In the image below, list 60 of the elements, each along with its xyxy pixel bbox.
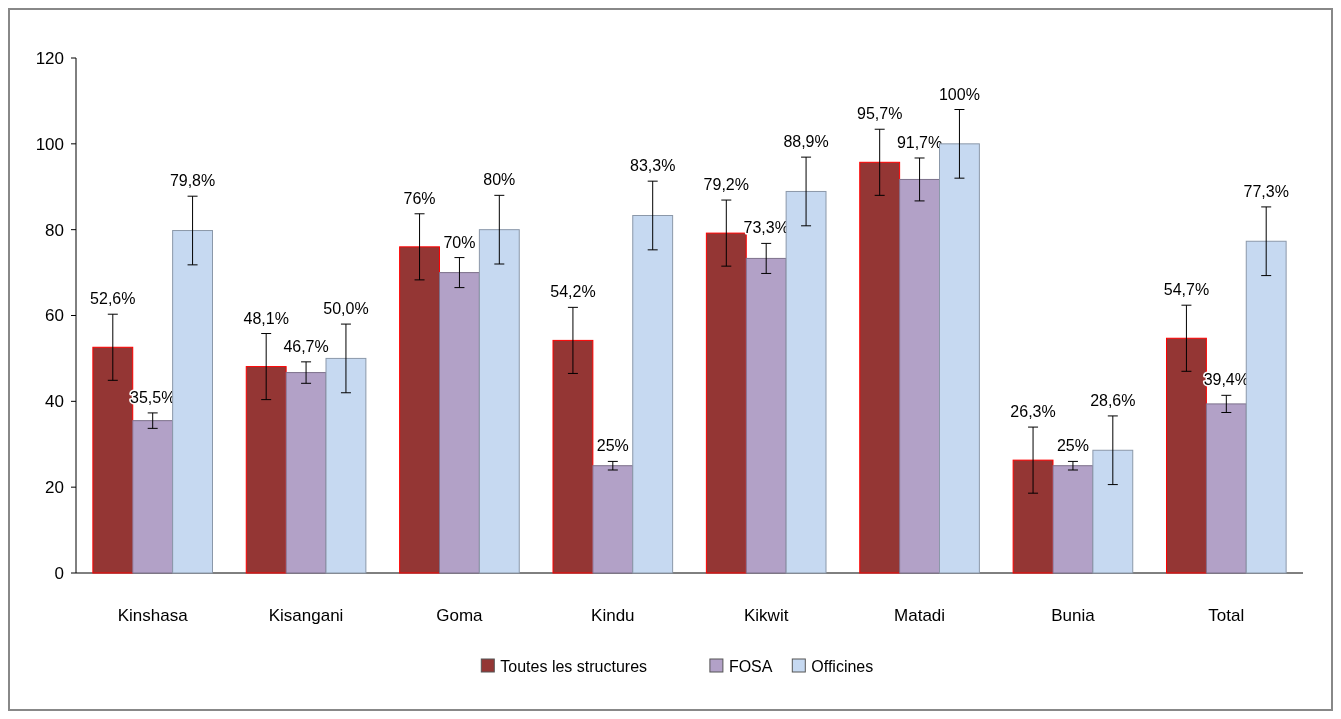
data-label: 46,7% (283, 337, 329, 355)
data-label: 26,3% (1010, 403, 1056, 421)
bar (632, 215, 674, 574)
bar (245, 366, 287, 574)
bar (552, 339, 594, 574)
y-tick-label: 0 (54, 563, 64, 583)
x-tick-label: Kindu (591, 606, 635, 625)
legend-label: Toutes les structures (500, 657, 648, 675)
bar (325, 357, 367, 574)
data-label: 25% (1056, 437, 1089, 455)
y-tick-label: 60 (45, 306, 64, 326)
data-label: 77,3% (1243, 182, 1289, 200)
y-tick-label: 80 (45, 220, 64, 240)
x-tick-label: Total (1208, 606, 1245, 625)
data-label: 100% (938, 85, 980, 103)
data-label: 79,8% (169, 172, 216, 190)
x-tick-label: Kikwit (743, 606, 789, 625)
data-label: 91,7% (896, 134, 943, 151)
bar (785, 190, 827, 574)
bar (899, 178, 940, 574)
bar (859, 161, 901, 574)
data-label: 88,9% (783, 133, 829, 151)
bar (399, 246, 440, 574)
x-tick-label: Kisangani (268, 606, 344, 625)
x-tick-label: Matadi (894, 606, 946, 625)
data-label: 70% (443, 233, 476, 251)
bar (439, 272, 480, 574)
bar (745, 257, 787, 574)
y-tick-label: 120 (35, 48, 64, 68)
x-tick-label: Bunia (1051, 606, 1096, 625)
y-tick-label: 100 (35, 134, 64, 154)
bar (1092, 449, 1134, 574)
data-label: 25% (596, 437, 629, 455)
bar (478, 229, 520, 574)
bar (132, 420, 174, 574)
data-label: 28,6% (1090, 391, 1136, 409)
data-label: 48,1% (243, 309, 289, 327)
bar (1012, 459, 1054, 574)
data-label: 54,7% (1163, 281, 1210, 299)
data-label: 54,2% (550, 283, 596, 301)
bar (172, 230, 213, 574)
legend-label: FOSA (728, 657, 773, 675)
data-label: 52,6% (90, 290, 136, 308)
x-tick-label: Goma (436, 606, 484, 625)
data-label: 80% (483, 171, 516, 189)
data-label: 76% (403, 189, 436, 207)
legend-label: Officines (811, 657, 874, 675)
bar (592, 465, 634, 574)
y-tick-label: 20 (45, 478, 64, 498)
x-tick-label: Kinshasa (117, 606, 189, 625)
data-label: 79,2% (703, 176, 749, 194)
bar (1205, 403, 1247, 574)
y-tick-label: 40 (45, 392, 64, 412)
data-label: 73,3% (743, 219, 789, 237)
bar (1245, 240, 1287, 574)
bar (1052, 465, 1094, 574)
data-label: 95,7% (857, 105, 903, 123)
data-label: 50,0% (323, 300, 369, 318)
bar (285, 372, 327, 574)
data-label: 83,3% (630, 157, 676, 175)
